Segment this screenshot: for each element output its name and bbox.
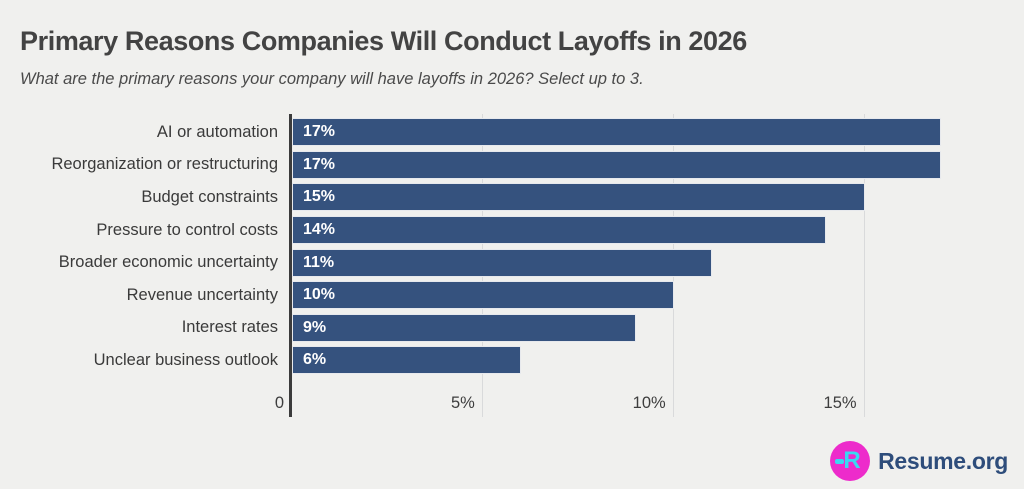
bar-row: Interest rates 9% (0, 312, 960, 345)
x-tick-label: 5% (450, 394, 475, 412)
bar: 14% (292, 216, 827, 245)
category-label: Pressure to control costs (96, 220, 278, 239)
bar-value-label: 17% (303, 155, 336, 173)
bar: 6% (292, 346, 522, 375)
bar-track: 6% (292, 346, 960, 375)
bar: 9% (292, 313, 636, 342)
category-label: Interest rates (181, 318, 278, 337)
bar-track: 9% (292, 313, 960, 342)
bar-row: Reorganization or restructuring 17% (0, 149, 960, 182)
x-tick-label: 0 (274, 394, 284, 412)
logo-text: Resume.org (878, 447, 1008, 474)
logo-dash-shape (835, 459, 845, 464)
bar-value-label: 9% (303, 318, 327, 336)
bar-row: Pressure to control costs 14% (0, 214, 960, 247)
bar: 11% (292, 248, 712, 277)
bar-rows: AI or automation 17% Reorganization or res… (0, 116, 960, 377)
bar-value-label: 14% (303, 221, 336, 239)
bar-row: Revenue uncertainty 10% (0, 279, 960, 312)
bar-value-label: 11% (303, 253, 335, 271)
category-label: Broader economic uncertainty (58, 253, 278, 272)
category-label: AI or automation (156, 122, 278, 141)
bar-track: 15% (292, 183, 960, 212)
resume-r-icon: R (830, 441, 871, 481)
bar-track: 14% (292, 216, 960, 245)
bar-value-label: 17% (303, 123, 336, 141)
logo-letter: R (843, 447, 861, 474)
bar-value-label: 10% (303, 286, 336, 304)
category-label: Revenue uncertainty (126, 285, 278, 304)
chart-title: Primary Reasons Companies Will Conduct L… (20, 26, 747, 56)
chart-subtitle: What are the primary reasons your compan… (20, 70, 644, 88)
bar-track: 17% (292, 118, 960, 147)
gridline (864, 114, 866, 417)
bar-row: Budget constraints 15% (0, 181, 960, 214)
bar-row: Broader economic uncertainty 11% (0, 246, 960, 279)
bar-row: Unclear business outlook 6% (0, 344, 960, 377)
x-tick-label: 10% (632, 394, 666, 412)
bar: 15% (292, 183, 865, 212)
x-tick-label: 15% (823, 394, 857, 412)
category-label: Budget constraints (141, 187, 278, 206)
bar-track: 11% (292, 248, 960, 277)
resume-org-logo: R Resume.org (830, 441, 1008, 481)
category-label: Reorganization or restructuring (51, 155, 278, 174)
bar-value-label: 15% (303, 188, 336, 206)
bar: 17% (292, 150, 941, 179)
bar: 10% (292, 281, 674, 310)
bar-track: 10% (292, 281, 960, 310)
bar: 17% (292, 118, 941, 147)
bar-row: AI or automation 17% (0, 116, 960, 149)
y-axis-line (289, 114, 292, 417)
bar-value-label: 6% (303, 351, 327, 369)
category-label: Unclear business outlook (93, 350, 278, 369)
bar-track: 17% (292, 150, 960, 179)
